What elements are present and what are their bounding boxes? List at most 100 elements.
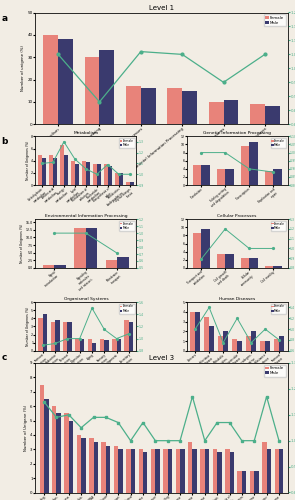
Bar bbox=[223, 332, 228, 351]
Bar bbox=[275, 450, 279, 492]
Legend: Female, Male: Female, Male bbox=[264, 14, 286, 26]
Title: Human Diseases: Human Diseases bbox=[219, 297, 255, 301]
Bar bbox=[126, 182, 130, 185]
Bar bbox=[106, 446, 110, 492]
Bar bbox=[92, 342, 96, 351]
Bar bbox=[209, 102, 224, 124]
Bar bbox=[273, 266, 282, 268]
Bar bbox=[163, 450, 168, 492]
Bar bbox=[213, 450, 217, 492]
Title: Organismal Systems: Organismal Systems bbox=[63, 297, 108, 301]
Bar bbox=[67, 322, 72, 351]
Bar bbox=[237, 341, 242, 351]
Bar bbox=[249, 142, 258, 185]
Legend: Female, Male: Female, Male bbox=[271, 220, 286, 231]
Title: Level 1: Level 1 bbox=[149, 4, 174, 10]
Bar bbox=[139, 450, 143, 492]
Bar bbox=[100, 338, 104, 351]
Bar bbox=[182, 90, 197, 124]
Bar bbox=[77, 435, 81, 492]
Title: Genetic Information Processing: Genetic Information Processing bbox=[203, 132, 271, 136]
Bar bbox=[265, 171, 273, 185]
Title: Level 3: Level 3 bbox=[149, 355, 174, 361]
Y-axis label: Number of Unigenes (%): Number of Unigenes (%) bbox=[26, 141, 30, 180]
Bar bbox=[209, 326, 214, 351]
Bar bbox=[49, 154, 53, 185]
Bar bbox=[249, 258, 258, 268]
Legend: Female, Male: Female, Male bbox=[119, 138, 135, 148]
Bar bbox=[119, 173, 123, 185]
Bar bbox=[195, 312, 200, 351]
Legend: Female, Male: Female, Male bbox=[271, 304, 286, 314]
Legend: Female, Male: Female, Male bbox=[271, 138, 286, 148]
Bar bbox=[106, 260, 117, 268]
Legend: Female, Male: Female, Male bbox=[119, 304, 135, 314]
Bar bbox=[114, 446, 118, 492]
Bar bbox=[131, 450, 135, 492]
Bar bbox=[250, 471, 254, 492]
Bar bbox=[151, 450, 155, 492]
Bar bbox=[167, 88, 182, 124]
Bar bbox=[43, 35, 58, 124]
Bar bbox=[60, 146, 64, 185]
Bar bbox=[124, 320, 129, 351]
Bar bbox=[242, 471, 246, 492]
Text: b: b bbox=[1, 138, 8, 146]
Bar bbox=[53, 158, 57, 185]
Bar bbox=[82, 160, 86, 185]
Bar bbox=[200, 450, 205, 492]
Bar bbox=[230, 452, 234, 492]
Bar bbox=[155, 450, 160, 492]
Bar bbox=[63, 322, 67, 351]
Bar bbox=[240, 146, 249, 185]
Bar bbox=[115, 173, 119, 185]
Bar bbox=[237, 471, 242, 492]
Bar bbox=[217, 452, 222, 492]
Bar bbox=[56, 414, 61, 492]
Bar bbox=[265, 106, 280, 124]
Bar bbox=[225, 450, 230, 492]
Bar bbox=[251, 332, 256, 351]
Y-axis label: Number of unigene (%): Number of unigene (%) bbox=[21, 46, 25, 92]
Bar bbox=[104, 340, 109, 351]
Bar bbox=[192, 450, 197, 492]
Title: Environmental Information Processing: Environmental Information Processing bbox=[45, 214, 127, 218]
Bar bbox=[52, 406, 56, 492]
Bar bbox=[126, 86, 141, 124]
Bar bbox=[75, 164, 79, 185]
Bar bbox=[254, 471, 259, 492]
Bar bbox=[218, 336, 223, 351]
Bar bbox=[89, 438, 94, 492]
Bar bbox=[279, 450, 283, 492]
Bar bbox=[279, 336, 284, 351]
Bar bbox=[246, 336, 251, 351]
Bar bbox=[176, 450, 180, 492]
Y-axis label: Number of Unigenes (%): Number of Unigenes (%) bbox=[20, 224, 24, 264]
Bar bbox=[55, 320, 60, 351]
Bar bbox=[273, 169, 282, 185]
Bar bbox=[180, 450, 184, 492]
Bar bbox=[260, 341, 265, 351]
Bar bbox=[69, 420, 73, 492]
Bar bbox=[54, 265, 66, 268]
Bar bbox=[204, 316, 209, 351]
Bar bbox=[42, 158, 46, 185]
Bar bbox=[130, 182, 134, 185]
Bar bbox=[143, 452, 148, 492]
Bar bbox=[43, 265, 54, 268]
Bar bbox=[168, 450, 172, 492]
Bar bbox=[80, 338, 84, 351]
Bar bbox=[40, 384, 44, 492]
Y-axis label: Number of Unigene (%): Number of Unigene (%) bbox=[24, 404, 28, 451]
Bar bbox=[75, 228, 86, 268]
Bar bbox=[112, 338, 117, 351]
Bar bbox=[81, 438, 86, 492]
Bar bbox=[250, 104, 265, 124]
Legend: Female, Male: Female, Male bbox=[264, 365, 286, 377]
Bar bbox=[205, 450, 209, 492]
Bar bbox=[58, 40, 73, 124]
Bar bbox=[126, 450, 131, 492]
Bar bbox=[262, 442, 267, 492]
Bar bbox=[88, 338, 92, 351]
Bar bbox=[240, 258, 249, 268]
